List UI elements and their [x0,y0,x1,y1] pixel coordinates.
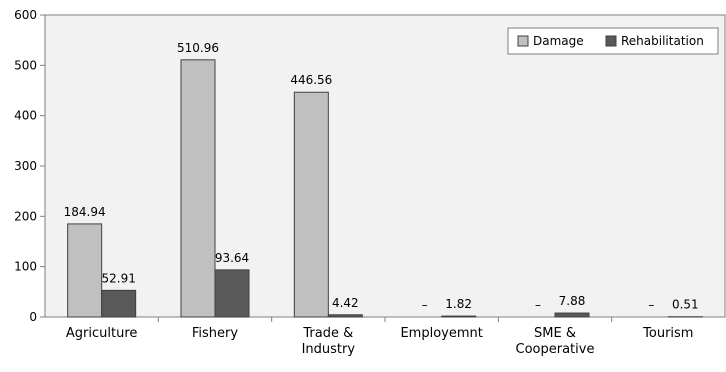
rehabilitation-data-label: 1.82 [445,297,472,311]
rehabilitation-bar [214,269,250,318]
damage-data-label: 184.94 [64,205,106,219]
bars-group [67,59,703,318]
x-axis: Agriculture Fishery Trade & Industry Employe… [66,317,693,357]
damage-data-label: 446.56 [290,73,332,87]
data-labels-group: 184.94 510.96 446.56 – – – 52.91 93.64 4.42 1.82 7… [64,41,699,312]
rehabilitation-data-label: 7.88 [559,294,586,308]
damage-legend-swatch [517,35,529,47]
x-category-label: SME & Cooperative [516,326,595,357]
damage-bar [293,91,329,318]
rehabilitation-legend-label: Rehabilitation [621,34,704,48]
plot-area [44,14,726,318]
x-category-label: Employemnt [400,326,482,341]
y-tick-label: 0 [29,310,37,324]
rehabilitation-data-label: 52.91 [101,271,135,285]
y-axis: 0 100 200 300 400 500 600 [14,8,45,324]
damage-data-label: 510.96 [177,41,219,55]
rehabilitation-bar [327,314,363,318]
x-category-label: Agriculture [66,326,138,341]
rehabilitation-data-label: 4.42 [332,296,359,310]
y-tick-label: 200 [14,209,37,223]
x-category-label: Trade & Industry [302,326,356,357]
damage-data-label: – [535,298,541,312]
y-tick-label: 400 [14,109,37,123]
y-tick-label: 600 [14,8,37,22]
rehabilitation-legend-swatch [605,35,617,47]
rehabilitation-bar [441,315,477,318]
legend: Damage Rehabilitation [507,27,719,55]
legend-box [507,27,719,55]
y-tick-label: 100 [14,260,37,274]
damage-data-label: – [648,298,654,312]
x-category-label: Tourism [642,326,693,341]
rehabilitation-bar [101,289,137,318]
rehabilitation-bar [554,312,590,318]
damage-data-label: – [422,298,428,312]
y-tick-label: 300 [14,159,37,173]
damage-legend-label: Damage [533,34,584,48]
rehabilitation-data-label: 0.51 [672,298,699,312]
y-tick-label: 500 [14,58,37,72]
damage-bar [180,59,216,318]
damage-bar [67,223,103,318]
rehabilitation-data-label: 93.64 [215,251,249,265]
x-category-label: Fishery [192,326,238,341]
